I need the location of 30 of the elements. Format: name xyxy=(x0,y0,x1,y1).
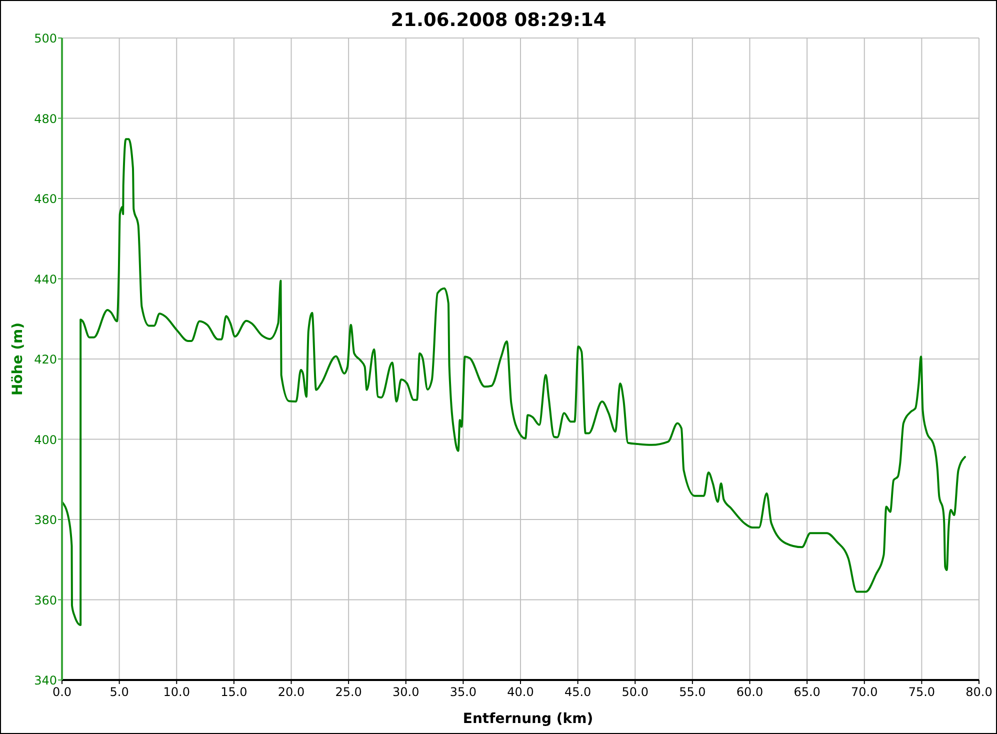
line-series xyxy=(61,138,966,626)
x-tick-label: 75.0 xyxy=(908,685,936,699)
x-tick-label: 20.0 xyxy=(278,685,305,699)
y-tick-label: 440 xyxy=(34,272,57,286)
y-tick-label: 360 xyxy=(34,593,57,608)
x-tick-label: 5.0 xyxy=(110,685,129,699)
x-tick-label: 80.0 xyxy=(966,685,992,699)
x-tick-label: 65.0 xyxy=(794,685,820,699)
x-tick-label: 10.0 xyxy=(163,685,190,699)
x-axis-title: Entfernung (km) xyxy=(462,711,594,727)
y-tick-label: 460 xyxy=(34,192,57,206)
y-tick-label: 480 xyxy=(34,112,57,126)
x-tick-label: 0.0 xyxy=(52,685,72,699)
x-tick-label: 70.0 xyxy=(851,685,878,699)
y-tick-label: 380 xyxy=(34,513,57,527)
y-tick-label: 500 xyxy=(34,32,57,46)
x-tick-label: 55.0 xyxy=(679,685,706,699)
y-axis-title: Höhe (m) xyxy=(10,322,26,396)
x-tick-label: 40.0 xyxy=(507,685,534,699)
y-tick-label: 420 xyxy=(34,352,57,366)
y-tick-label: 400 xyxy=(34,432,57,447)
chart-title: 21.06.2008 08:29:14 xyxy=(390,10,606,31)
x-tick-label: 60.0 xyxy=(736,685,764,699)
x-tick-label: 15.0 xyxy=(220,685,248,699)
x-tick-label: 25.0 xyxy=(335,685,362,699)
x-tick-label: 50.0 xyxy=(622,685,648,699)
x-tick-label: 35.0 xyxy=(450,685,477,699)
x-tick-label: 45.0 xyxy=(564,685,592,699)
y-tick-label: 340 xyxy=(34,674,57,688)
x-tick-label: 30.0 xyxy=(392,685,420,699)
